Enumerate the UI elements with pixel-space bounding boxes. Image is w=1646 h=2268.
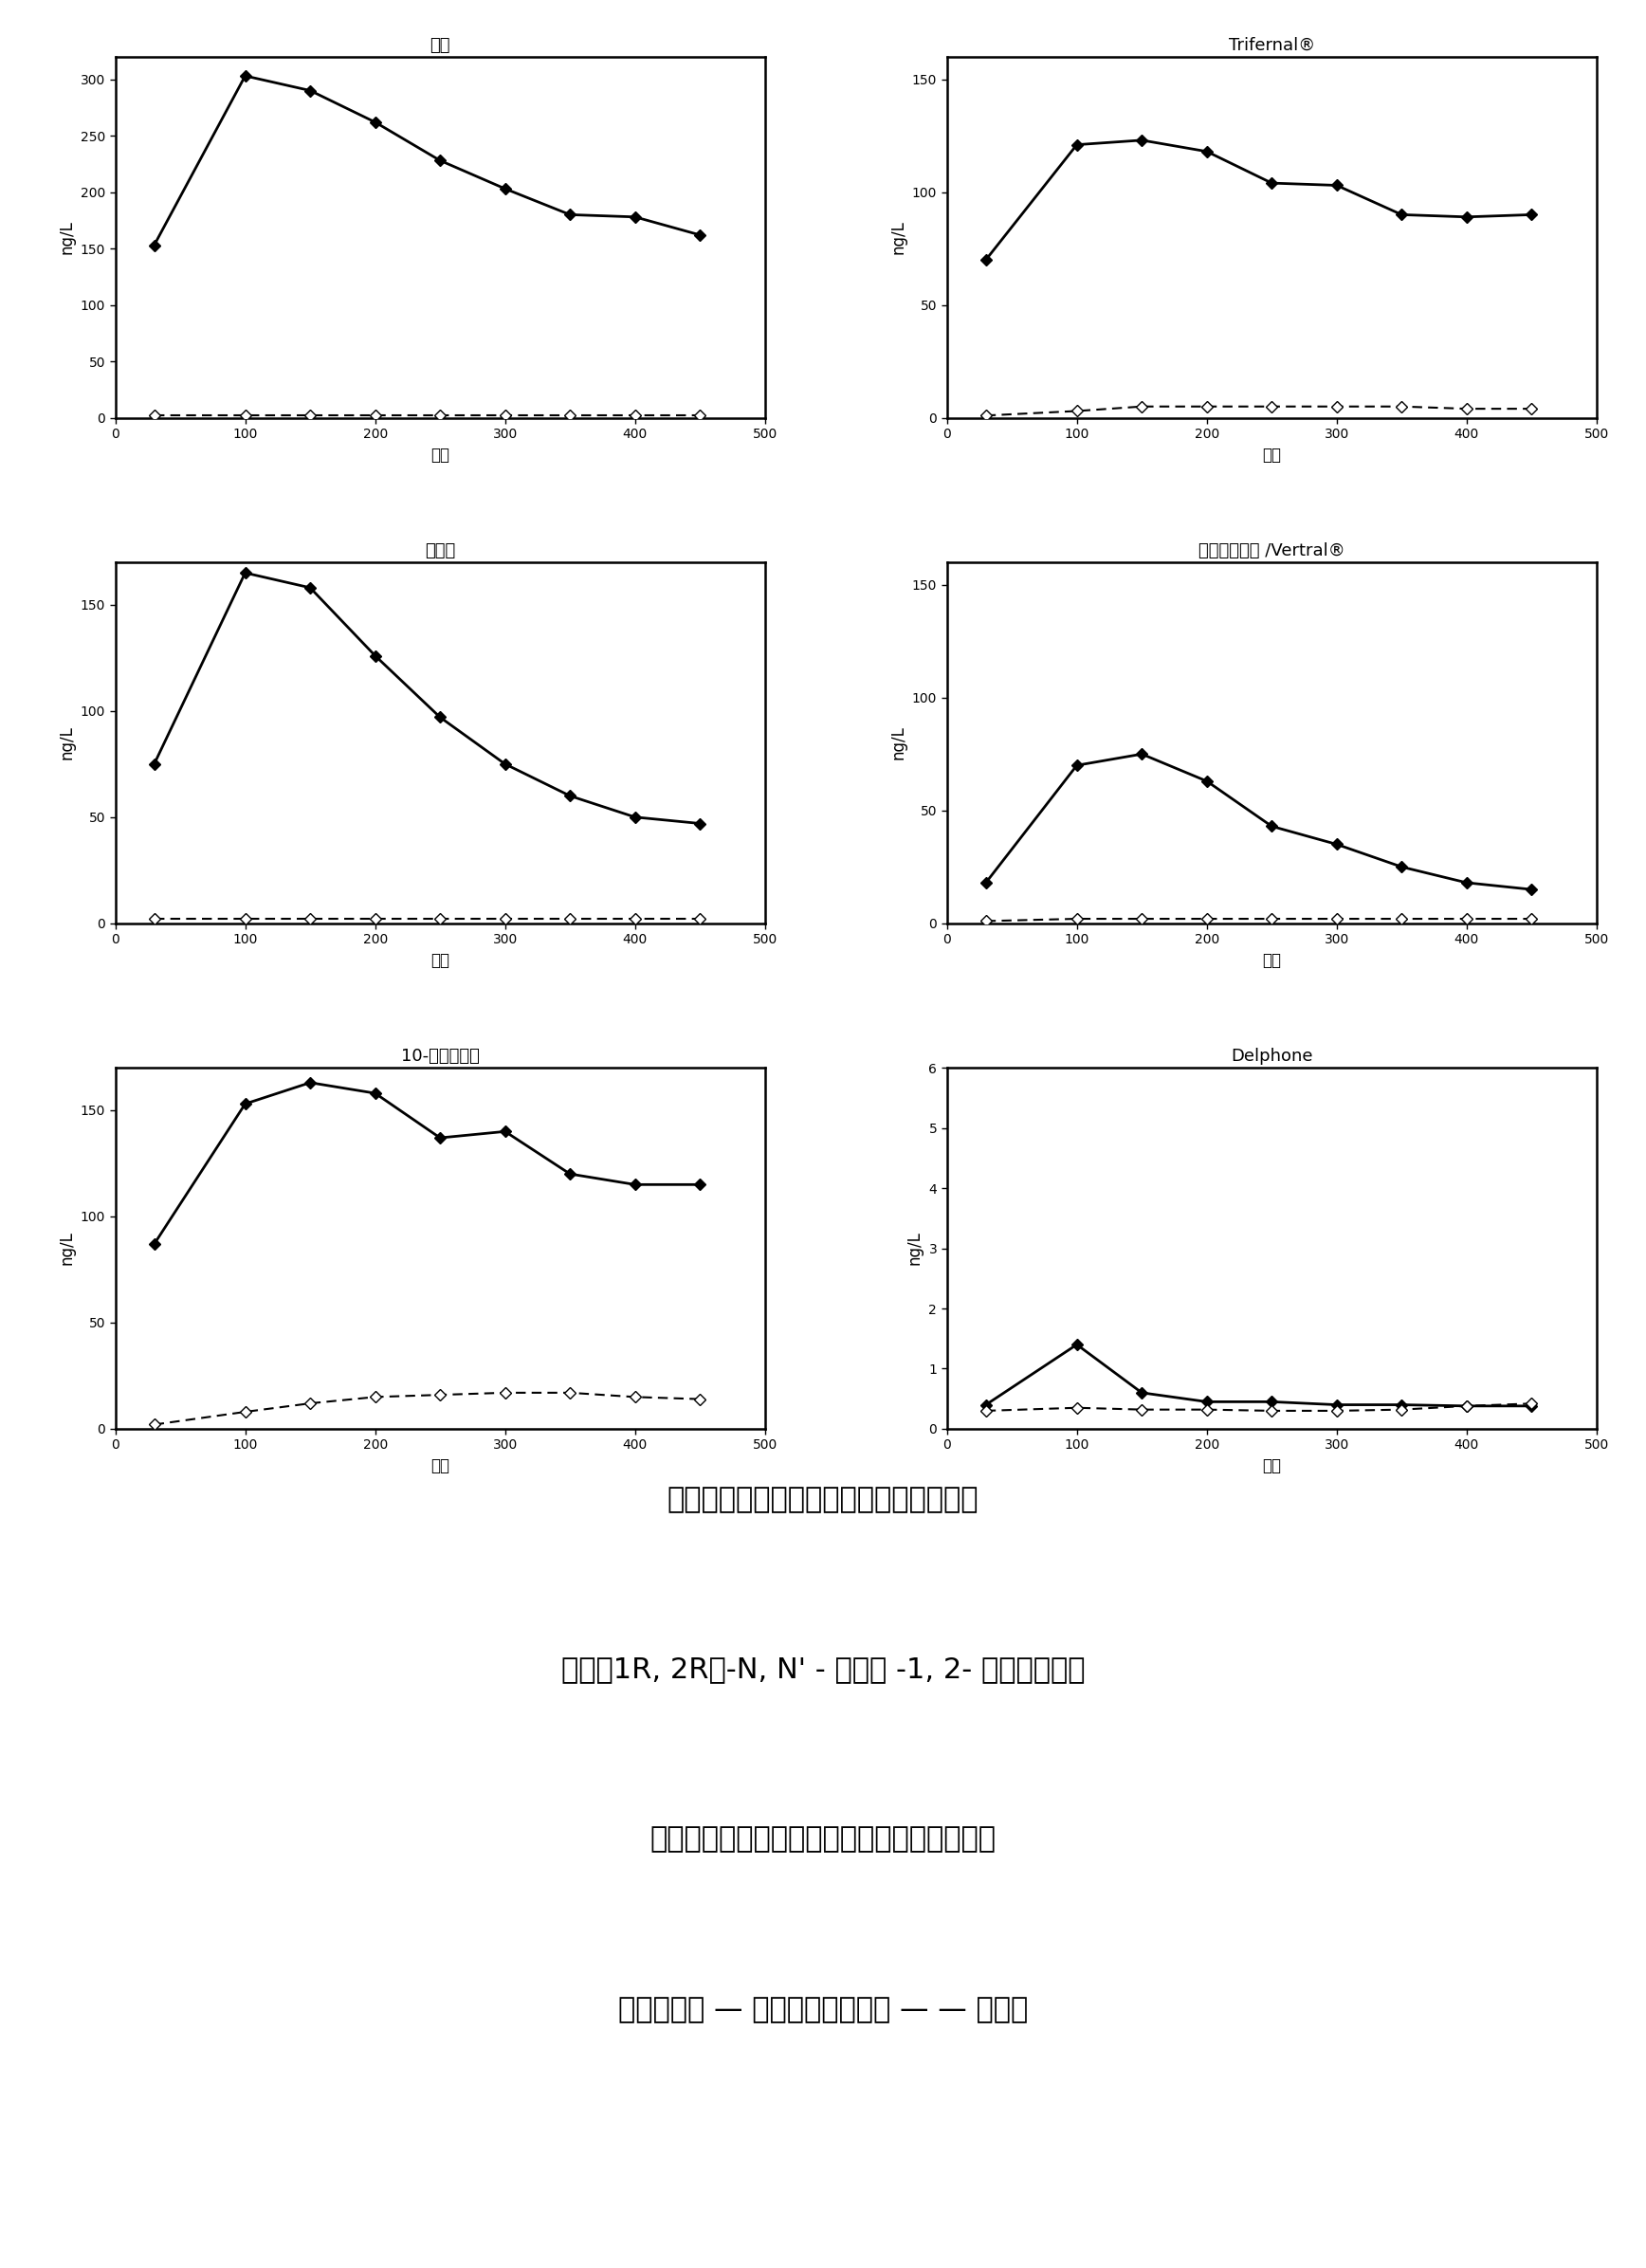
Text: 如通过动态顶空分析所获得的，在干织物: 如通过动态顶空分析所获得的，在干织物 [667,1486,979,1513]
Title: 糠醛: 糠醛 [430,36,451,54]
Y-axis label: ng/L: ng/L [890,726,907,760]
X-axis label: 分钟: 分钟 [1262,447,1281,463]
Y-axis label: ng/L: ng/L [58,220,76,254]
X-axis label: 分钟: 分钟 [1262,1458,1281,1474]
X-axis label: 分钟: 分钟 [431,953,449,968]
Y-axis label: ng/L: ng/L [58,1232,76,1266]
Title: 甲酰三环癸烷 /Vertral®: 甲酰三环癸烷 /Vertral® [1198,542,1345,560]
X-axis label: 分钟: 分钟 [431,447,449,463]
Y-axis label: ng/L: ng/L [58,726,76,760]
X-axis label: 分钟: 分钟 [1262,953,1281,968]
Title: Trifernal®: Trifernal® [1228,36,1315,54]
Title: 香茅醛: 香茅醛 [425,542,456,560]
Y-axis label: ng/L: ng/L [890,220,907,254]
Y-axis label: ng/L: ng/L [907,1232,923,1266]
X-axis label: 分钟: 分钟 [431,1458,449,1474]
Text: 上在（1R, 2R）-N, N' - 二苄基 -1, 2- 环己二胺存在: 上在（1R, 2R）-N, N' - 二苄基 -1, 2- 环己二胺存在 [561,1656,1085,1683]
Text: （存在二胺 — 实线；不存在二胺 — — 虚线）: （存在二胺 — 实线；不存在二胺 — — 虚线） [619,1996,1027,2023]
Title: 10-十一碳烯醛: 10-十一碳烯醛 [400,1048,479,1066]
Title: Delphone: Delphone [1231,1048,1314,1066]
Text: 和不存在下，香料醛和酮的顶空中浓度的比较: 和不存在下，香料醛和酮的顶空中浓度的比较 [650,1826,996,1853]
